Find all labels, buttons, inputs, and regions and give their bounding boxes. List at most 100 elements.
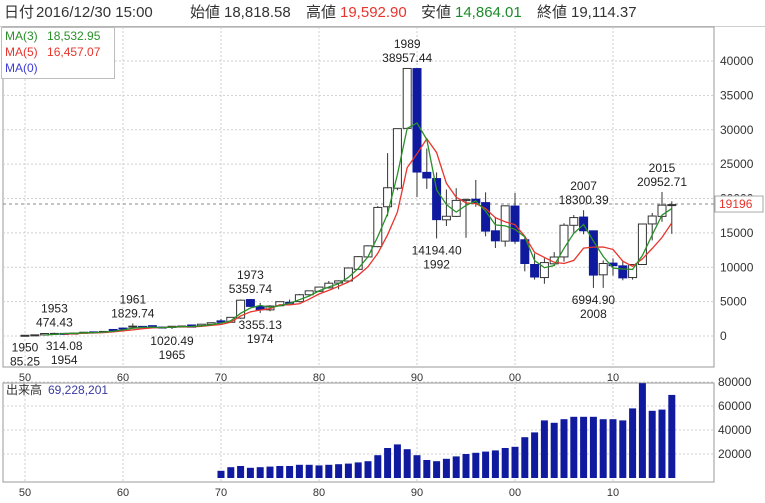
candle-body	[530, 264, 540, 278]
volume-bar	[482, 451, 490, 478]
volume-bar	[452, 456, 460, 478]
annotation-label: 2008	[580, 307, 607, 321]
volume-bar	[501, 448, 509, 478]
volume-value: 69,228,201	[48, 383, 108, 397]
volume-bar	[442, 458, 450, 478]
low-value: 14,864.01	[455, 4, 522, 21]
candle-body	[245, 299, 255, 307]
annotation-label: 1973	[237, 268, 264, 282]
volume-bar	[560, 419, 568, 478]
volume-bar	[305, 464, 313, 478]
annotation-label: 1989	[394, 37, 421, 51]
ma-legend: MA(3) 18,532.95 MA(5) 16,457.07 MA(0)	[1, 27, 115, 79]
candle-body	[637, 223, 647, 265]
annotation-label: 1965	[159, 348, 186, 362]
volume-bar	[648, 410, 656, 478]
volume-title: 出来高	[6, 382, 42, 397]
x-tick-label: 50	[19, 487, 31, 499]
annotation-label: 1953	[41, 302, 68, 316]
annotation-label: 85.25	[10, 354, 40, 368]
candle-body	[647, 215, 657, 225]
annotation-label: 474.43	[36, 316, 73, 330]
volume-bar	[491, 450, 499, 478]
volume-bar	[364, 461, 372, 478]
candle-body	[108, 328, 118, 331]
candle-body	[618, 265, 628, 279]
annotation-label: 20952.71	[637, 175, 687, 189]
moving-averages	[44, 122, 673, 336]
candle-body	[422, 171, 432, 179]
annotation-label: 38957.44	[382, 51, 432, 65]
price-panel	[2, 26, 715, 368]
candle-body	[373, 206, 383, 248]
annotation-label: 314.08	[46, 339, 83, 353]
volume-bar	[344, 463, 352, 478]
x-tick-label: 00	[509, 487, 521, 499]
candle-body	[539, 262, 549, 279]
candle-body	[412, 68, 422, 173]
x-tick-label: 90	[411, 372, 423, 384]
candle-body	[451, 199, 461, 217]
legend-ma3: MA(3) 18,532.95	[2, 28, 114, 44]
high-label: 高値	[306, 4, 337, 21]
candle-body	[128, 325, 138, 328]
volume-bar	[217, 470, 225, 478]
volume-bar	[472, 452, 480, 478]
x-tick-label: 90	[411, 487, 423, 499]
candle-body	[30, 334, 40, 337]
volume-bar	[423, 460, 431, 478]
chart-labels: 50 50 60 60 70 70 80 80 90 90 00 00 10 10 0 5000 10000 15…	[6, 37, 764, 499]
candle-body	[588, 230, 598, 276]
legend-ma3-label: MA(3)	[5, 29, 38, 43]
legend-ma0-label: MA(0)	[5, 61, 38, 75]
candle-body	[667, 204, 677, 207]
date-label: 日付	[4, 4, 35, 21]
high-value: 19,592.90	[340, 4, 407, 21]
annotation-label: 1992	[423, 257, 450, 271]
x-tick-label: 60	[117, 372, 129, 384]
x-tick-label: 60	[117, 487, 129, 499]
candle-body	[20, 334, 30, 337]
volume-bar	[531, 432, 539, 478]
volume-bar	[295, 464, 303, 478]
candles	[20, 67, 677, 337]
vol-tick-label: 20000	[718, 447, 752, 461]
vol-tick-label: 40000	[718, 423, 752, 437]
volume-bar	[246, 467, 254, 478]
volume-bar	[570, 416, 578, 478]
vol-tick-label: 80000	[718, 375, 752, 389]
volume-bar	[315, 465, 323, 478]
volume-bar	[599, 419, 607, 478]
volume-bar	[266, 466, 274, 478]
annotation-label: 1974	[247, 332, 274, 346]
volume-bar	[511, 446, 519, 478]
volume-bar	[393, 444, 401, 478]
annotation-label: 1961	[119, 292, 146, 306]
volume-bar	[276, 466, 284, 478]
volume-bar	[580, 416, 588, 478]
volume-bar	[609, 419, 617, 478]
volume-bar	[540, 420, 548, 478]
legend-ma3-value: 18,532.95	[47, 29, 101, 43]
volume-bars	[217, 383, 676, 478]
candle-body	[628, 264, 638, 279]
volume-bar	[433, 461, 441, 478]
candle-body	[500, 205, 510, 242]
x-tick-label: 10	[607, 487, 619, 499]
candle-body	[432, 178, 442, 221]
close-value: 19,114.37	[571, 4, 637, 21]
y-tick-label: 40000	[720, 54, 754, 68]
x-tick-label: 80	[313, 487, 325, 499]
current-price-box	[714, 195, 764, 213]
annotation-label: 3355.13	[239, 318, 283, 332]
candle-body	[236, 299, 246, 319]
volume-bar	[629, 408, 637, 478]
y-tick-label: 15000	[720, 226, 754, 240]
x-tick-label: 10	[607, 372, 619, 384]
volume-bar	[403, 449, 411, 478]
open-label: 始値	[190, 4, 221, 21]
y-tick-label: 30000	[720, 123, 754, 137]
y-tick-label: 10000	[720, 260, 754, 274]
annotation-label: 1829.74	[111, 306, 155, 320]
